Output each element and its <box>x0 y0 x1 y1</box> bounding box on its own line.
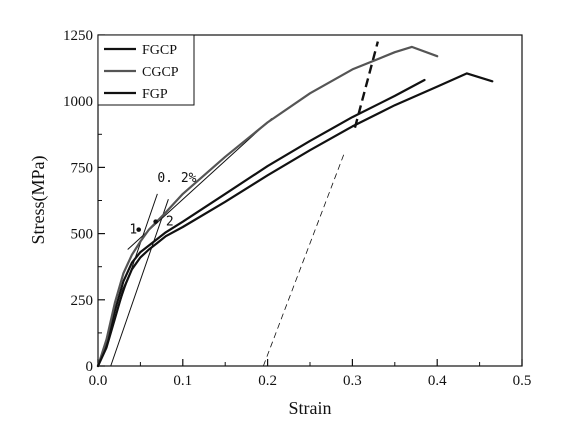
x-tick-label: 0.2 <box>258 373 277 389</box>
legend-label: FGCP <box>142 43 177 58</box>
point-marks <box>136 219 158 232</box>
guide-line <box>110 199 169 367</box>
legend-items: FGCP CGCP FGP <box>104 43 179 102</box>
legend: FGCP CGCP FGP <box>97 34 195 106</box>
y-tick-label: 500 <box>71 227 94 243</box>
x-tick-label: 0.0 <box>89 373 108 389</box>
y-tick-label: 750 <box>71 160 94 176</box>
x-tick-label: 0.5 <box>513 373 532 389</box>
x-tick-label: 0.4 <box>428 373 447 389</box>
series-line-fgp <box>96 72 494 368</box>
guide-line <box>262 154 345 367</box>
annotation-label: 0. 2% <box>157 171 196 186</box>
y-tick-label: 1000 <box>63 94 93 110</box>
x-tick-label: 0.3 <box>343 373 362 389</box>
annotation-label: 2 <box>166 215 174 230</box>
series-line-cgcp <box>96 45 439 368</box>
point-mark <box>153 219 158 224</box>
legend-label: FGP <box>142 87 168 102</box>
annotation-label: 1 <box>129 223 137 238</box>
y-axis-title: Stress(MPa) <box>28 155 49 244</box>
legend-label: CGCP <box>142 65 179 80</box>
x-axis-title: Strain <box>289 398 332 418</box>
series-line-fgcp <box>96 78 426 368</box>
annotations: 1 2 0. 2% <box>129 171 196 238</box>
x-tick-label: 0.1 <box>173 373 192 389</box>
y-tick-label: 0 <box>86 359 94 375</box>
series-group <box>96 45 494 368</box>
y-tick-label: 250 <box>71 293 94 309</box>
point-mark <box>136 227 142 232</box>
axis-tick-labels: 0.0 0.1 0.2 0.3 0.4 0.5 0 250 500 750 1000 1250 <box>63 28 531 389</box>
y-tick-label: 1250 <box>63 28 93 44</box>
